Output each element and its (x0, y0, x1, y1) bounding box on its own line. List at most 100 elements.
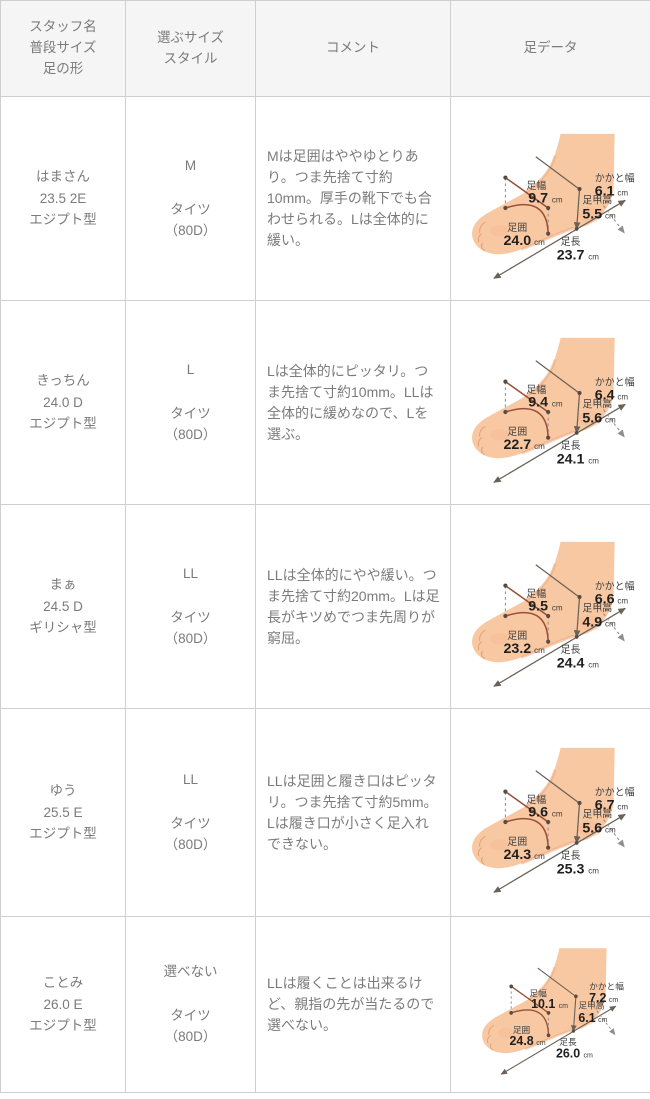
measure-dot (571, 1028, 575, 1033)
measurement-lines (492, 155, 626, 279)
length-reference-line (536, 967, 577, 998)
instep-height-value: 6.1 cm (578, 1011, 607, 1025)
ankle-shading (524, 562, 556, 601)
foot-width-value: 9.4 cm (528, 394, 563, 410)
measure-dot (576, 594, 582, 599)
staff-cell: ゆう 25.5 E エジプト型 (0, 708, 126, 917)
table-row: はまさん 23.5 2E エジプト型 M タイツ （80D） Mは足囲はややゆと… (0, 96, 650, 301)
instep-height-value: 5.6 cm (582, 820, 616, 836)
heel-width-label: かかと幅 (594, 375, 634, 388)
heel-width-value: 7.2 cm (589, 991, 618, 1005)
measure-dot (508, 984, 513, 988)
measure-dot (545, 613, 550, 618)
heel-width-value: 6.6 cm (594, 591, 628, 607)
foot-length-label: 足長 (560, 440, 580, 452)
foot-length-arrow (500, 1005, 616, 1075)
col-header-size: 選ぶサイズ スタイル (125, 0, 256, 97)
heel-width-value: 6.7 cm (594, 797, 628, 813)
col-header-foot-data: 足データ (450, 0, 650, 97)
measure-dot (574, 226, 579, 231)
ankle-shading (524, 358, 556, 397)
toe-line-2 (486, 1034, 491, 1043)
measure-dot (502, 205, 507, 210)
measure-dot (502, 379, 507, 384)
size-cell: 選べない タイツ （80D） (125, 916, 256, 1093)
toe-line-3 (480, 446, 485, 455)
measure-dot (502, 613, 507, 618)
heel-width-value: 6.1 cm (594, 183, 628, 199)
toe-line-3 (489, 1042, 493, 1051)
foot-length-value: 24.1 cm (556, 451, 599, 467)
size-cell: LL タイツ （80D） (125, 708, 256, 917)
foot-data-cell: 足幅 9.7 cm かかと幅 6.1 cm 足甲高 5.5 cm 足囲 24.0 cm … (450, 96, 650, 301)
foot-length-value: 23.7 cm (556, 247, 599, 263)
instep-height-value: 4.9 cm (582, 614, 616, 630)
foot-length-arrow (492, 607, 626, 687)
ankle-shading (524, 768, 556, 807)
foot-data-cell: 足幅 9.5 cm かかと幅 6.6 cm 足甲高 4.9 cm 足囲 23.2 cm … (450, 504, 650, 709)
ankle-shading (527, 966, 556, 1000)
foot-measurement-diagram: 足幅 9.7 cm かかと幅 6.1 cm 足甲高 5.5 cm 足囲 24.0 cm … (471, 133, 634, 279)
foot-girth-label: 足囲 (512, 1024, 529, 1034)
measurement-labels: 足幅 9.4 cm かかと幅 6.4 cm 足甲高 5.6 cm 足囲 22.7 cm … (503, 375, 634, 467)
table-row: きっちん 24.0 D エジプト型 L タイツ （80D） Lは全体的にピッタリ… (0, 300, 650, 505)
toe-line-2 (477, 232, 482, 242)
table-row: ことみ 26.0 E エジプト型 選べない タイツ （80D） LLは履くことは… (0, 916, 650, 1093)
col-header-comment: コメント (255, 0, 451, 97)
measurement-lines (500, 967, 616, 1075)
length-reference-line (534, 563, 581, 598)
heel-width-label: かかと幅 (594, 171, 634, 184)
staff-cell: ことみ 26.0 E エジプト型 (0, 916, 126, 1093)
instep-height-value: 5.5 cm (582, 206, 616, 222)
foot-girth-label: 足囲 (507, 835, 527, 847)
comment-cell: Mは足囲はややゆとりあり。つま先捨て寸約10mm。厚手の靴下でも合わせられる。L… (255, 96, 451, 301)
instep-height-line (573, 802, 580, 844)
foot-measurement-diagram: 足幅 9.6 cm かかと幅 6.7 cm 足甲高 5.6 cm 足囲 24.3 cm … (471, 747, 634, 893)
measure-dot (545, 409, 550, 414)
foot-measurement-diagram: 足幅 10.1 cm かかと幅 7.2 cm 足甲高 6.1 cm 足囲 24.8 cm… (481, 947, 624, 1075)
toe-line-1 (478, 835, 486, 847)
foot-width-value: 9.7 cm (528, 190, 563, 206)
foot-girth-label: 足囲 (507, 425, 527, 437)
foot-width-label: 足幅 (529, 987, 547, 998)
table-row: まぁ 24.5 D ギリシャ型 LL タイツ （80D） LLは全体的にやや緩い… (0, 504, 650, 709)
comment-cell: LLは全体的にやや緩い。つま先捨て寸約20mm。Lは足長がキツめでつま先周りが窮… (255, 504, 451, 709)
measure-dot (545, 639, 550, 644)
measurement-labels: 足幅 10.1 cm かかと幅 7.2 cm 足甲高 6.1 cm 足囲 24.8 cm… (509, 980, 624, 1060)
staff-cell: きっちん 24.0 D エジプト型 (0, 300, 126, 505)
foot-data-cell: 足幅 9.6 cm かかと幅 6.7 cm 足甲高 5.6 cm 足囲 24.3 cm … (450, 708, 650, 917)
foot-girth-value: 23.2 cm (503, 641, 545, 657)
measure-dot (545, 435, 550, 440)
foot-width-label: 足幅 (526, 587, 546, 600)
instep-height-label: 足甲高 (578, 999, 604, 1010)
foot-girth-label: 足囲 (507, 221, 527, 233)
measurement-lines (492, 359, 626, 483)
foot-width-label: 足幅 (526, 793, 546, 806)
heel-width-value: 6.4 cm (594, 387, 628, 403)
heel-width-label: かかと幅 (594, 785, 634, 798)
instep-height-line (570, 995, 577, 1032)
measure-dot (574, 840, 579, 845)
comment-cell: LLは足囲と履き口はピッタリ。つま先捨て寸約5mm。Lは履き口が小さく足入れでき… (255, 708, 451, 917)
foot-width-label: 足幅 (526, 179, 546, 192)
measurement-labels: 足幅 9.5 cm かかと幅 6.6 cm 足甲高 4.9 cm 足囲 23.2 cm … (503, 579, 634, 671)
table-row: ゆう 25.5 E エジプト型 LL タイツ （80D） LLは足囲と履き口はピ… (0, 708, 650, 917)
measure-dot (502, 409, 507, 414)
instep-height-value: 5.6 cm (582, 410, 616, 426)
heel-width-dashed-arrow (595, 399, 625, 437)
measure-dot (545, 205, 550, 210)
foot-measurement-diagram: 足幅 9.5 cm かかと幅 6.6 cm 足甲高 4.9 cm 足囲 23.2 cm … (471, 541, 634, 687)
toe-line-1 (487, 1024, 494, 1034)
foot-length-label: 足長 (560, 850, 580, 862)
instep-height-label: 足甲高 (582, 193, 612, 206)
measurement-lines (492, 563, 626, 687)
size-cell: L タイツ （80D） (125, 300, 256, 505)
heel-width-label: かかと幅 (589, 980, 624, 991)
instep-height-label: 足甲高 (582, 601, 612, 614)
toe-line-1 (478, 425, 486, 437)
foot-length-value: 25.3 cm (556, 861, 599, 877)
foot-data-cell: 足幅 9.4 cm かかと幅 6.4 cm 足甲高 5.6 cm 足囲 22.7 cm … (450, 300, 650, 505)
length-reference-line (534, 769, 581, 804)
foot-width-value: 10.1 cm (531, 996, 568, 1010)
staff-cell: はまさん 23.5 2E エジプト型 (0, 96, 126, 301)
